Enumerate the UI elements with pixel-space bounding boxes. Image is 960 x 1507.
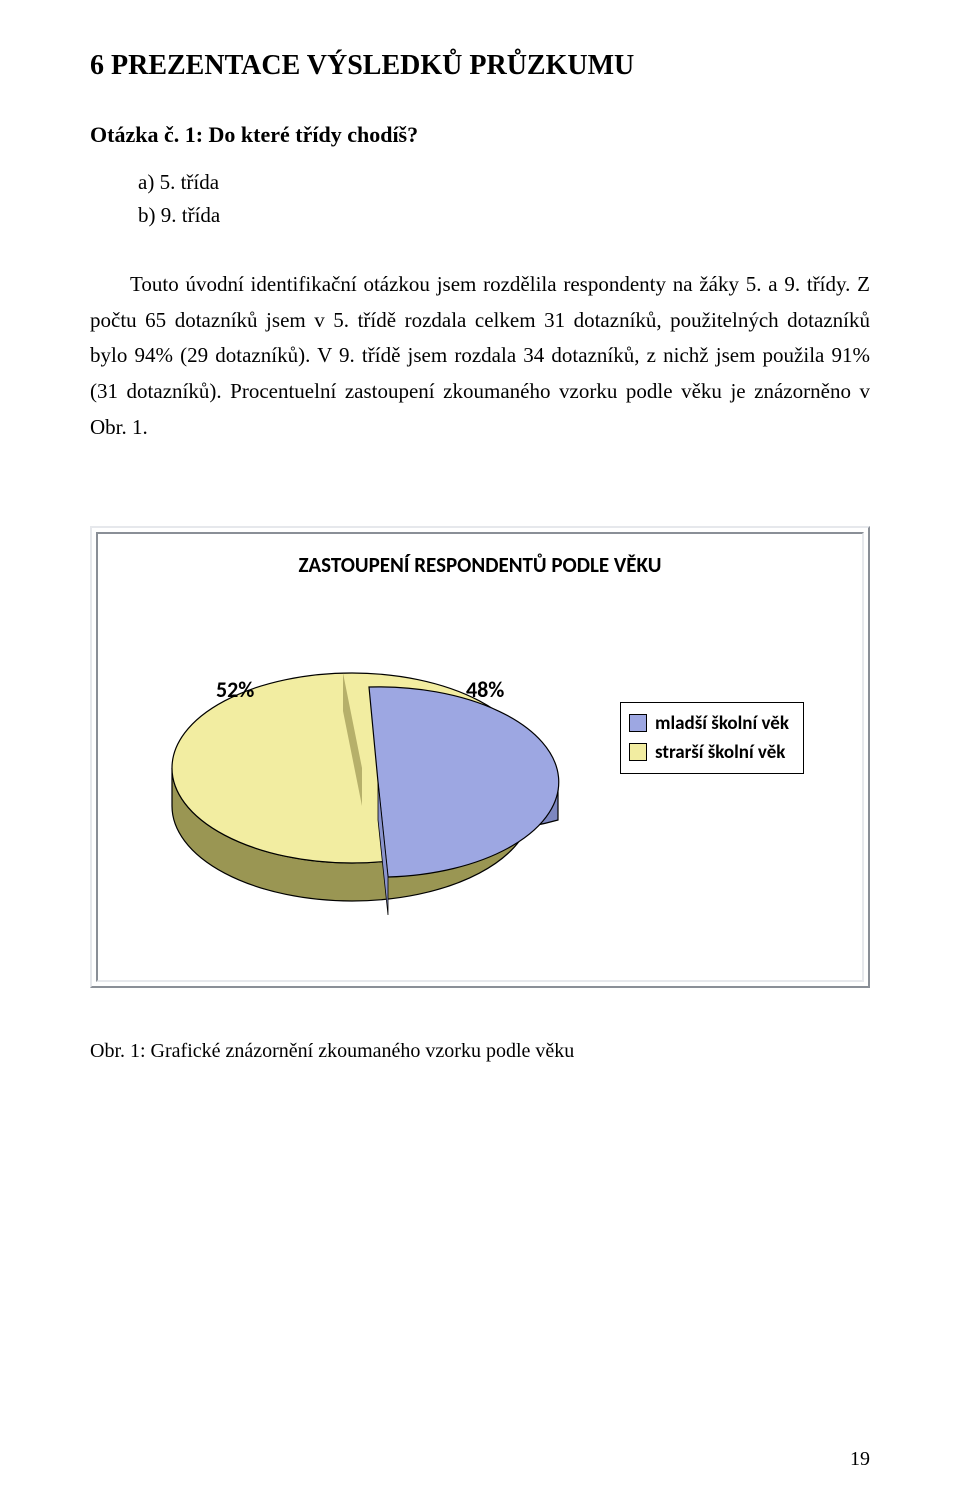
- legend-swatch-1: [629, 743, 647, 761]
- chart-frame-outer: ZASTOUPENÍ RESPONDENTŮ PODLE VĚKU: [90, 526, 870, 988]
- pie-slice-top-0: [369, 686, 559, 876]
- answer-options: a) 5. třída b) 9. třída: [138, 166, 870, 231]
- legend-label-1: strarší školní věk: [655, 741, 785, 764]
- chart-title: ZASTOUPENÍ RESPONDENTŮ PODLE VĚKU: [112, 552, 848, 578]
- pie-chart: 52% 48%: [112, 618, 612, 933]
- legend-swatch-0: [629, 714, 647, 732]
- section-heading: 6 PREZENTACE VÝSLEDKŮ PRŮZKUMU: [90, 50, 870, 82]
- chart-legend: mladší školní věk strarší školní věk: [620, 702, 804, 774]
- chart-frame-inner: ZASTOUPENÍ RESPONDENTŮ PODLE VĚKU: [96, 532, 864, 982]
- body-paragraph: Touto úvodní identifikační otázkou jsem …: [90, 267, 870, 445]
- figure-caption: Obr. 1: Grafické znázornění zkoumaného v…: [90, 1040, 870, 1063]
- option-b: b) 9. třída: [138, 199, 870, 232]
- page: 6 PREZENTACE VÝSLEDKŮ PRŮZKUMU Otázka č.…: [0, 0, 960, 1507]
- legend-item-1: strarší školní věk: [629, 738, 789, 767]
- page-number: 19: [850, 1448, 870, 1471]
- pie-pct-label-0: 48%: [466, 676, 504, 703]
- legend-item-0: mladší školní věk: [629, 709, 789, 738]
- option-a: a) 5. třída: [138, 166, 870, 199]
- legend-label-0: mladší školní věk: [655, 712, 789, 735]
- chart-body: 52% 48% mladší školní věk strarší školní…: [112, 618, 848, 933]
- pie-pct-label-1: 52%: [216, 676, 254, 703]
- pie-svg: [112, 618, 612, 928]
- question-label: Otázka č. 1: Do které třídy chodíš?: [90, 122, 870, 148]
- body-paragraph-text: Touto úvodní identifikační otázkou jsem …: [90, 272, 870, 439]
